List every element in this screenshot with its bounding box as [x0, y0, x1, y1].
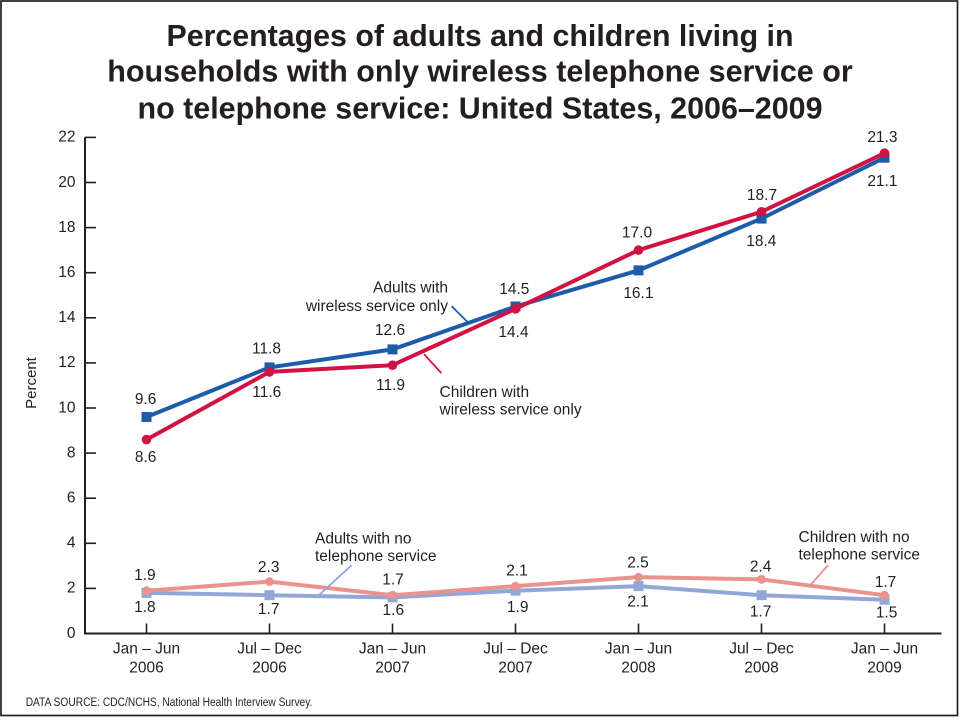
svg-text:4: 4 — [67, 535, 76, 552]
svg-text:1.5: 1.5 — [876, 605, 898, 622]
svg-text:Jan – Jun: Jan – Jun — [359, 641, 426, 658]
svg-text:Jul – Dec: Jul – Dec — [237, 641, 302, 658]
svg-text:22: 22 — [58, 129, 75, 146]
svg-text:Jul – Dec: Jul – Dec — [483, 641, 548, 658]
svg-text:14.5: 14.5 — [499, 281, 529, 298]
svg-text:14: 14 — [58, 309, 76, 326]
svg-text:1.6: 1.6 — [383, 602, 405, 619]
svg-text:1.7: 1.7 — [875, 574, 897, 591]
svg-text:17.0: 17.0 — [622, 225, 653, 242]
svg-text:1.7: 1.7 — [750, 603, 772, 620]
svg-text:2.1: 2.1 — [506, 563, 528, 580]
svg-text:DATA SOURCE: CDC/NCHS, Nationa: DATA SOURCE: CDC/NCHS, National Health I… — [26, 695, 313, 709]
svg-text:20: 20 — [58, 174, 76, 191]
svg-text:Jan – Jun: Jan – Jun — [113, 641, 180, 658]
svg-text:households with only wireless: households with only wireless telephone … — [107, 54, 852, 89]
svg-text:Children with no: Children with no — [799, 529, 910, 546]
svg-text:2008: 2008 — [744, 660, 778, 677]
svg-text:8.6: 8.6 — [135, 449, 157, 466]
svg-text:2.1: 2.1 — [627, 593, 649, 610]
svg-text:Adults with no: Adults with no — [315, 531, 412, 548]
svg-text:2008: 2008 — [621, 660, 655, 677]
svg-text:Adults with: Adults with — [373, 279, 448, 296]
svg-text:11.8: 11.8 — [252, 341, 281, 358]
svg-text:0: 0 — [67, 625, 76, 642]
svg-text:2.4: 2.4 — [750, 558, 772, 575]
svg-text:Percentages of adults and chil: Percentages of adults and children livin… — [167, 18, 794, 53]
svg-text:Jul – Dec: Jul – Dec — [729, 641, 794, 658]
svg-text:2.3: 2.3 — [258, 559, 280, 576]
svg-text:1.8: 1.8 — [134, 599, 156, 616]
svg-text:wireless service only: wireless service only — [305, 298, 448, 315]
svg-text:11.9: 11.9 — [376, 377, 405, 394]
svg-text:12: 12 — [58, 354, 75, 371]
svg-text:Jan – Jun: Jan – Jun — [605, 641, 672, 658]
svg-text:6: 6 — [67, 490, 76, 507]
svg-text:1.7: 1.7 — [382, 571, 404, 588]
svg-text:21.3: 21.3 — [867, 129, 897, 146]
svg-text:18.7: 18.7 — [747, 187, 777, 204]
svg-text:1.7: 1.7 — [258, 601, 280, 618]
svg-text:14.4: 14.4 — [498, 324, 529, 341]
svg-text:2006: 2006 — [252, 660, 286, 677]
svg-text:1.9: 1.9 — [134, 567, 156, 584]
svg-text:9.6: 9.6 — [135, 391, 157, 408]
svg-text:16: 16 — [58, 264, 75, 281]
svg-text:wireless service only: wireless service only — [439, 401, 582, 418]
svg-text:8: 8 — [67, 444, 76, 461]
svg-text:2: 2 — [67, 580, 76, 597]
svg-text:12.6: 12.6 — [375, 322, 405, 339]
svg-text:18: 18 — [58, 219, 75, 236]
svg-text:2006: 2006 — [129, 660, 163, 677]
svg-text:18.4: 18.4 — [746, 233, 777, 250]
svg-text:Jan – Jun: Jan – Jun — [851, 641, 918, 658]
svg-text:2007: 2007 — [375, 660, 409, 677]
svg-text:2007: 2007 — [498, 660, 532, 677]
svg-text:Children with: Children with — [440, 384, 530, 401]
svg-text:1.9: 1.9 — [507, 599, 529, 616]
svg-text:Percent: Percent — [23, 356, 40, 409]
svg-text:2.5: 2.5 — [627, 555, 649, 572]
svg-text:11.6: 11.6 — [252, 384, 281, 401]
svg-text:2009: 2009 — [867, 660, 901, 677]
svg-text:no telephone service: United S: no telephone service: United States, 200… — [138, 91, 823, 126]
svg-text:telephone service: telephone service — [799, 546, 921, 563]
svg-text:telephone service: telephone service — [315, 548, 437, 565]
svg-text:21.1: 21.1 — [867, 173, 897, 190]
svg-text:10: 10 — [58, 399, 76, 416]
svg-text:16.1: 16.1 — [623, 285, 653, 302]
